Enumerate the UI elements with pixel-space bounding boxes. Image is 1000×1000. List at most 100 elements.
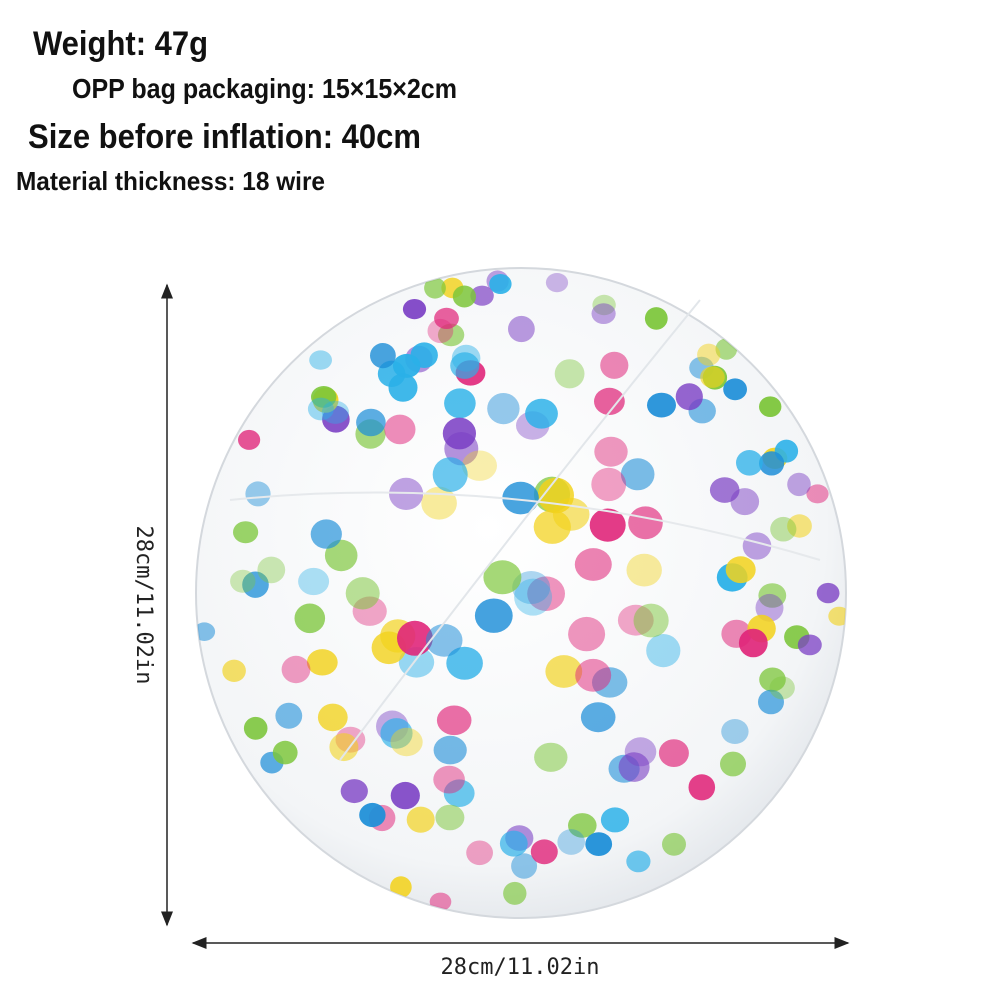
dot xyxy=(527,576,565,611)
dot xyxy=(816,582,840,604)
dot xyxy=(281,655,311,684)
dot xyxy=(444,388,476,419)
dot xyxy=(828,606,846,626)
dot xyxy=(434,307,459,329)
height-label: 28cm/11.02in xyxy=(131,526,156,685)
dot xyxy=(591,303,616,324)
dot xyxy=(620,458,655,491)
dot xyxy=(317,703,348,732)
dot xyxy=(298,567,330,596)
dot xyxy=(474,598,513,633)
dot xyxy=(322,405,350,433)
ball-dots xyxy=(196,270,846,911)
dot xyxy=(311,386,337,408)
dot xyxy=(424,277,446,299)
dot xyxy=(769,676,795,700)
dot xyxy=(806,484,829,504)
dot xyxy=(600,351,629,379)
weight: Weight: 47g xyxy=(33,25,208,63)
dot xyxy=(435,804,465,831)
dot xyxy=(275,702,303,729)
dot xyxy=(233,521,259,544)
dot xyxy=(759,451,785,476)
dot xyxy=(309,350,332,370)
dot xyxy=(359,802,386,828)
dot xyxy=(688,774,716,801)
dot xyxy=(370,343,396,369)
packaging: OPP bag packaging: 15×15×2cm xyxy=(72,73,457,104)
dot xyxy=(306,649,338,676)
dot xyxy=(390,727,423,757)
dot xyxy=(742,532,772,560)
dot xyxy=(646,634,681,668)
dot xyxy=(436,705,472,736)
dot xyxy=(451,344,481,372)
dot xyxy=(514,578,553,616)
dot xyxy=(758,689,784,715)
dot xyxy=(525,398,558,429)
dot xyxy=(624,737,657,767)
dot xyxy=(380,718,413,749)
dot xyxy=(755,593,784,622)
dot xyxy=(600,807,630,833)
dot xyxy=(787,514,812,538)
material-thickness: Material thickness: 18 wire xyxy=(16,166,325,196)
dot xyxy=(390,876,412,898)
dot xyxy=(589,508,626,542)
dot xyxy=(720,751,746,777)
dot xyxy=(470,285,494,306)
dot xyxy=(647,392,676,418)
dot xyxy=(406,806,435,833)
dot xyxy=(452,285,476,308)
dot xyxy=(557,829,585,855)
dot xyxy=(594,387,625,415)
dot xyxy=(580,702,616,733)
dot xyxy=(390,781,420,810)
dot xyxy=(736,450,763,476)
dot xyxy=(402,299,427,320)
dot xyxy=(738,628,768,658)
dot xyxy=(384,414,416,445)
dot xyxy=(770,516,797,542)
dot xyxy=(294,603,326,634)
dot xyxy=(533,509,571,544)
dot xyxy=(243,716,268,740)
seam xyxy=(339,299,701,761)
dot xyxy=(257,556,286,584)
dot xyxy=(321,400,349,424)
dot xyxy=(433,765,465,794)
dot xyxy=(591,467,627,502)
dot xyxy=(759,667,786,692)
dot xyxy=(462,450,497,481)
dot xyxy=(242,571,269,598)
dot xyxy=(568,813,597,838)
dot xyxy=(697,343,721,366)
dot xyxy=(487,393,520,425)
dot xyxy=(222,659,246,682)
dot xyxy=(483,560,522,595)
dot xyxy=(725,556,756,584)
dot xyxy=(345,577,380,610)
dot xyxy=(499,830,528,857)
dot xyxy=(574,548,612,581)
width-label: 28cm/11.02in xyxy=(441,955,600,980)
dot xyxy=(230,569,256,593)
dot xyxy=(432,457,468,492)
dot xyxy=(437,323,465,347)
dot xyxy=(443,779,475,807)
dot xyxy=(594,436,628,467)
dot xyxy=(238,429,261,450)
dot xyxy=(575,658,612,692)
dot xyxy=(397,620,433,656)
dot xyxy=(626,553,662,587)
dot xyxy=(340,779,368,804)
dot xyxy=(545,655,583,688)
dot xyxy=(700,366,725,388)
dot xyxy=(658,739,689,767)
size-before-inflation: Size before inflation: 40cm xyxy=(28,118,421,156)
dot xyxy=(554,359,585,389)
dot xyxy=(429,892,452,911)
dot xyxy=(329,733,359,762)
dot xyxy=(545,273,569,293)
dot xyxy=(388,373,418,402)
